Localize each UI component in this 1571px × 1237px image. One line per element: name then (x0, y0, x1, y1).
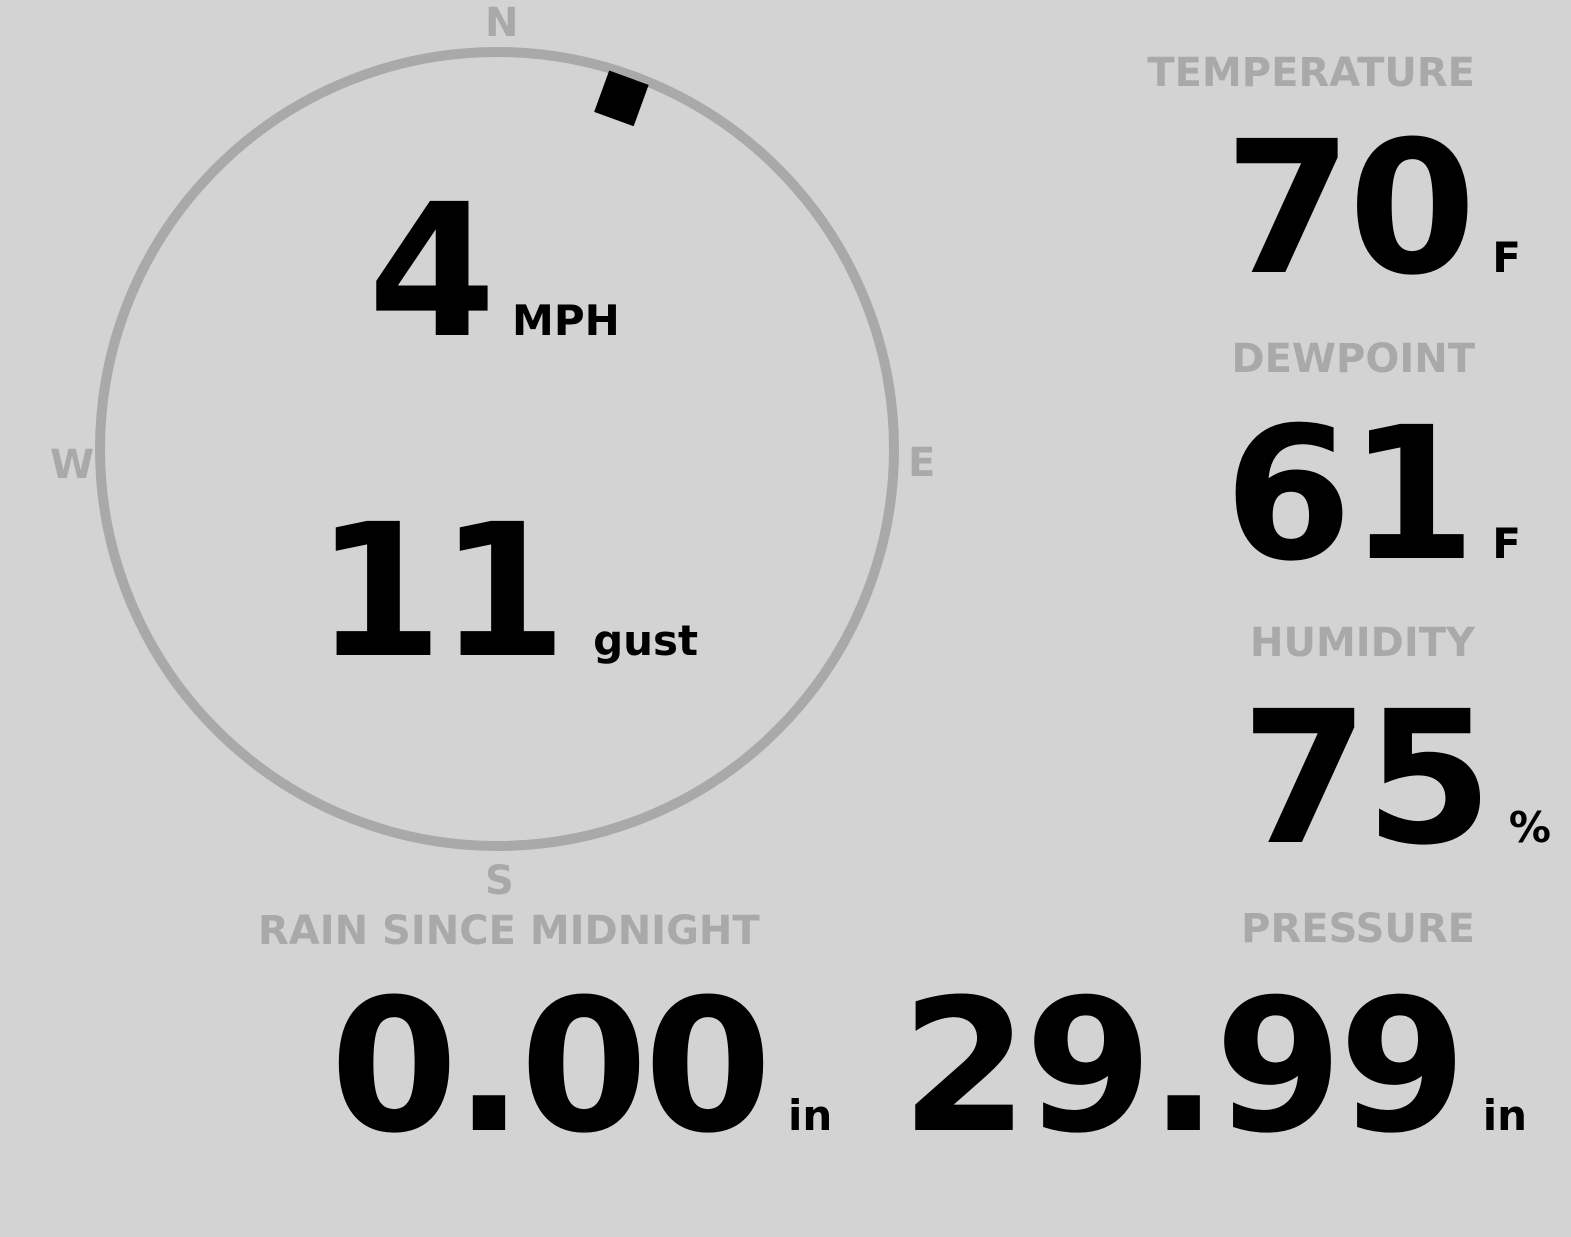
wind-gust-value: 11 (315, 485, 567, 699)
dewpoint-label: DEWPOINT (1231, 336, 1475, 382)
temperature-label: TEMPERATURE (1147, 50, 1475, 96)
pressure-label: PRESSURE (1241, 906, 1475, 952)
pressure-unit: in (1482, 1091, 1527, 1140)
rain-reading: 0.00 in (330, 960, 832, 1174)
pressure-value: 29.99 (900, 960, 1467, 1174)
rain-label: RAIN SINCE MIDNIGHT (258, 908, 760, 954)
compass-west-label: W (50, 442, 95, 488)
wind-gust: 11 gust (315, 485, 698, 699)
compass-east-label: E (908, 440, 936, 486)
wind-direction-marker (594, 70, 649, 127)
humidity-label: HUMIDITY (1250, 620, 1475, 666)
humidity-reading: 75 % (1241, 672, 1551, 886)
dewpoint-value: 61 (1224, 388, 1476, 602)
temperature-unit: F (1492, 233, 1521, 282)
dewpoint-reading: 61 F (1224, 388, 1521, 602)
pressure-reading: 29.99 in (901, 960, 1527, 1174)
humidity-unit: % (1508, 803, 1551, 852)
wind-gust-unit: gust (593, 616, 699, 665)
temperature-reading: 70 F (1224, 102, 1521, 316)
compass-north-label: N (485, 0, 519, 46)
rain-unit: in (787, 1091, 833, 1140)
rain-value: 0.00 (330, 960, 772, 1174)
compass-south-label: S (485, 858, 514, 904)
temperature-value: 70 (1224, 102, 1476, 316)
wind-speed-unit: MPH (512, 296, 620, 345)
wind-speed-value: 4 (368, 165, 496, 379)
compass-ring (95, 47, 899, 851)
wind-speed: 4 MPH (368, 165, 620, 379)
wind-compass (95, 47, 899, 851)
dewpoint-unit: F (1492, 519, 1521, 568)
humidity-value: 75 (1240, 672, 1493, 886)
